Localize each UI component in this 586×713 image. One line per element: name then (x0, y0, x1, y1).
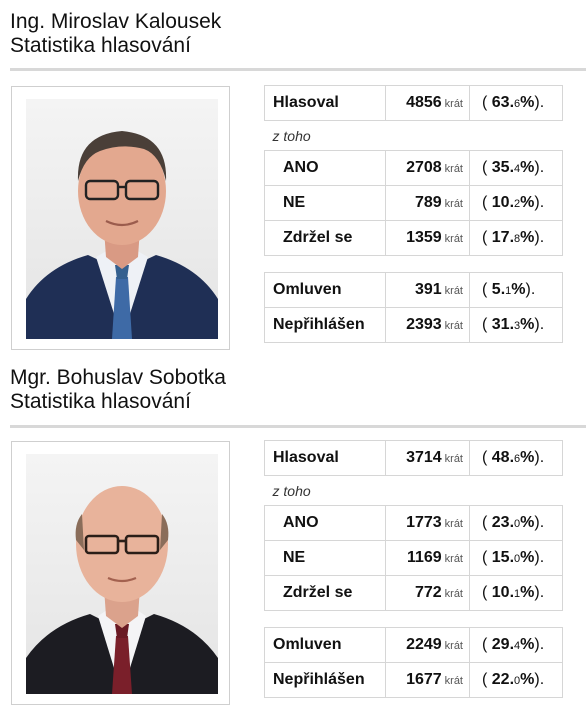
stat-count: 2393 krát (385, 307, 470, 343)
stats-subtitle: Statistika hlasování (10, 390, 191, 413)
stat-count: 1773 krát (385, 505, 470, 541)
stat-label: Hlasoval (264, 85, 386, 121)
section-heading: Mgr. Bohuslav Sobotka Statistika hlasová… (0, 362, 586, 414)
stats-spacer (264, 610, 563, 628)
mp-photo-frame (11, 86, 230, 350)
stat-percent: ( 35.4%). (469, 150, 563, 186)
stat-count: 3714 krát (385, 440, 470, 476)
voting-stats-table: Hlasoval 4856 krát ( 63.6%). z toho ANO 2… (264, 85, 563, 343)
stats-subtitle: Statistika hlasování (10, 34, 191, 57)
stats-row-from-label: z toho (264, 120, 563, 151)
stat-label: Nepřihlášen (264, 662, 386, 698)
stat-percent: ( 5.1%). (469, 272, 563, 308)
from-label: z toho (264, 475, 563, 506)
stat-percent: ( 31.3%). (469, 307, 563, 343)
stats-row-omluven: Omluven 2249 krát ( 29.4%). (264, 627, 563, 663)
stats-row-hlasoval: Hlasoval 4856 krát ( 63.6%). (264, 85, 563, 121)
mp-portrait-photo (26, 99, 218, 339)
stats-spacer (264, 255, 563, 273)
stat-count: 2708 krát (385, 150, 470, 186)
section-heading: Ing. Miroslav Kalousek Statistika hlasov… (0, 0, 586, 58)
divider (10, 68, 586, 71)
mp-section-kalousek: Ing. Miroslav Kalousek Statistika hlasov… (0, 0, 586, 350)
stats-row-neprihlasen: Nepřihlášen 1677 krát ( 22.0%). (264, 662, 563, 698)
stats-row-zdrzel: Zdržel se 1359 krát ( 17.8%). (264, 220, 563, 256)
stat-count: 772 krát (385, 575, 470, 611)
stat-count: 4856 krát (385, 85, 470, 121)
stat-percent: ( 29.4%). (469, 627, 563, 663)
stat-count: 789 krát (385, 185, 470, 221)
stat-label: ANO (264, 505, 386, 541)
stat-count: 2249 krát (385, 627, 470, 663)
stats-row-neprihlasen: Nepřihlášen 2393 krát ( 31.3%). (264, 307, 563, 343)
stats-row-omluven: Omluven 391 krát ( 5.1%). (264, 272, 563, 308)
stat-count: 1169 krát (385, 540, 470, 576)
stat-label: Nepřihlášen (264, 307, 386, 343)
stat-percent: ( 63.6%). (469, 85, 563, 121)
stat-count: 1677 krát (385, 662, 470, 698)
stat-percent: ( 15.0%). (469, 540, 563, 576)
stat-label: Hlasoval (264, 440, 386, 476)
stat-count: 391 krát (385, 272, 470, 308)
stat-label: Zdržel se (264, 575, 386, 611)
stat-label: NE (264, 185, 386, 221)
stats-row-hlasoval: Hlasoval 3714 krát ( 48.6%). (264, 440, 563, 476)
voting-stats-table: Hlasoval 3714 krát ( 48.6%). z toho ANO 1… (264, 440, 563, 698)
stat-label: NE (264, 540, 386, 576)
stat-label: Omluven (264, 627, 386, 663)
stats-row-ano: ANO 2708 krát ( 35.4%). (264, 150, 563, 186)
mp-name: Mgr. Bohuslav Sobotka (10, 366, 226, 389)
stats-row-ano: ANO 1773 krát ( 23.0%). (264, 505, 563, 541)
divider (10, 425, 586, 428)
mp-name: Ing. Miroslav Kalousek (10, 10, 222, 33)
mp-portrait-photo (26, 454, 218, 694)
stat-label: ANO (264, 150, 386, 186)
mp-section-sobotka: Mgr. Bohuslav Sobotka Statistika hlasová… (0, 362, 586, 705)
stat-percent: ( 23.0%). (469, 505, 563, 541)
stat-label: Zdržel se (264, 220, 386, 256)
stats-row-ne: NE 789 krát ( 10.2%). (264, 185, 563, 221)
stats-row-from-label: z toho (264, 475, 563, 506)
stat-label: Omluven (264, 272, 386, 308)
mp-photo-frame (11, 441, 230, 705)
stat-percent: ( 22.0%). (469, 662, 563, 698)
from-label: z toho (264, 120, 563, 151)
stat-count: 1359 krát (385, 220, 470, 256)
stat-percent: ( 48.6%). (469, 440, 563, 476)
stat-percent: ( 10.2%). (469, 185, 563, 221)
stats-row-zdrzel: Zdržel se 772 krát ( 10.1%). (264, 575, 563, 611)
stats-row-ne: NE 1169 krát ( 15.0%). (264, 540, 563, 576)
stat-percent: ( 10.1%). (469, 575, 563, 611)
stat-percent: ( 17.8%). (469, 220, 563, 256)
